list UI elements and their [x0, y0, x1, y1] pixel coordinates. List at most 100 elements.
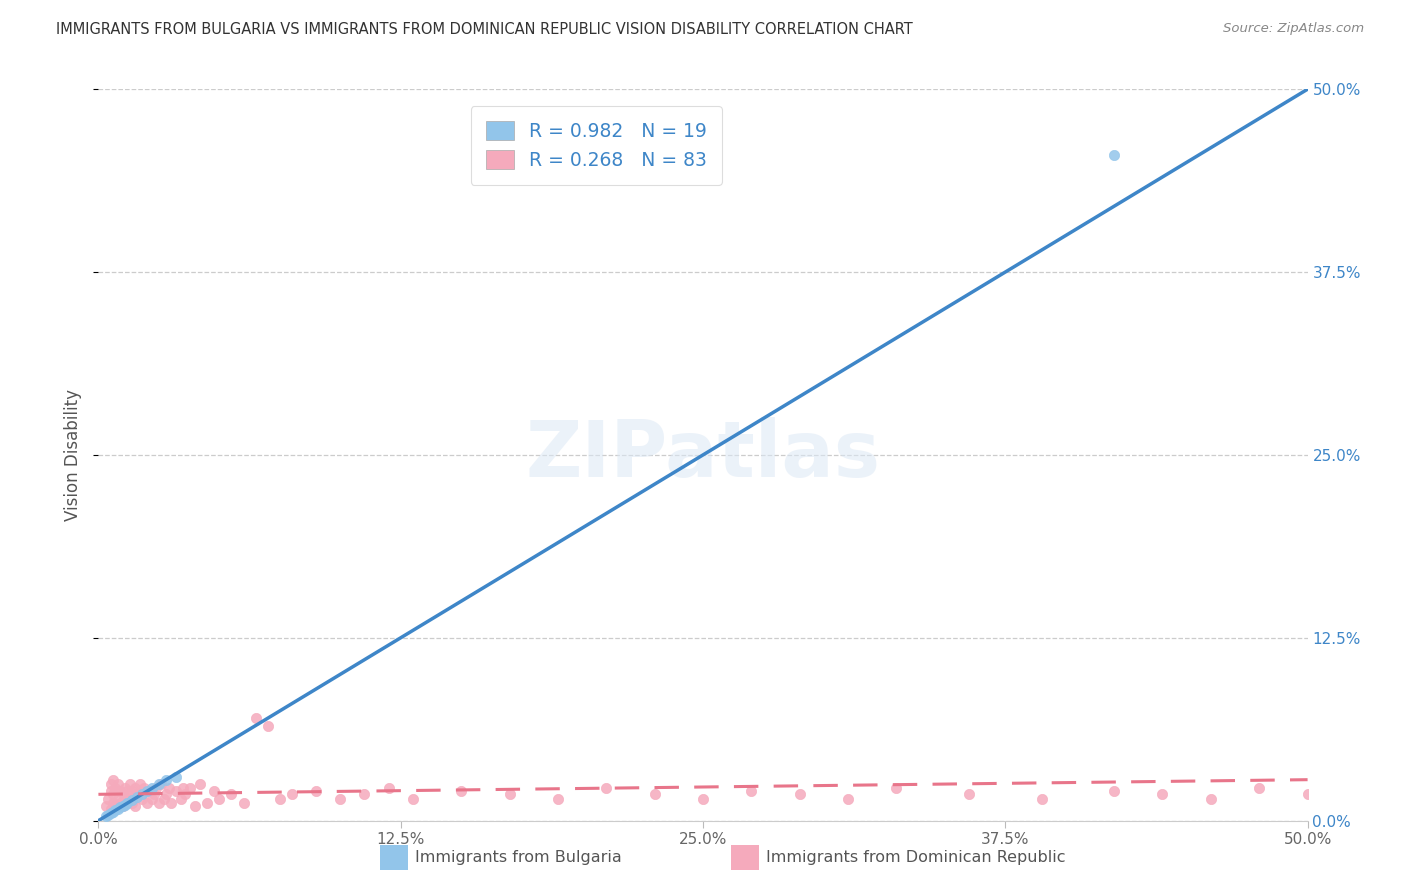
Point: [134, 781, 156, 796]
Point: [104, 799, 127, 814]
Point: [245, 711, 267, 725]
Point: [692, 791, 714, 805]
Point: [353, 787, 375, 801]
Point: [108, 800, 131, 814]
Text: ZIPatlas: ZIPatlas: [526, 417, 880, 493]
Point: [117, 796, 139, 810]
Point: [837, 791, 859, 805]
Text: Source: ZipAtlas.com: Source: ZipAtlas.com: [1223, 22, 1364, 36]
Point: [1344, 791, 1367, 805]
Point: [100, 802, 122, 816]
Point: [204, 784, 226, 798]
Text: Immigrants from Bulgaria: Immigrants from Bulgaria: [415, 850, 621, 864]
Point: [148, 777, 170, 791]
Point: [111, 787, 134, 801]
Point: [1031, 791, 1053, 805]
Point: [121, 796, 143, 810]
Point: [111, 799, 134, 814]
Point: [128, 777, 150, 791]
Point: [117, 784, 139, 798]
Point: [108, 796, 131, 810]
Point: [188, 777, 211, 791]
Point: [118, 791, 141, 805]
Point: [152, 791, 174, 805]
Point: [1296, 787, 1319, 801]
Point: [107, 791, 129, 805]
Point: [789, 787, 811, 801]
Point: [281, 787, 304, 801]
Point: [155, 787, 177, 801]
Point: [957, 787, 980, 801]
Point: [155, 772, 177, 787]
Point: [1152, 787, 1174, 801]
Point: [1102, 148, 1125, 162]
Point: [131, 787, 153, 801]
Point: [108, 784, 131, 798]
Point: [498, 787, 520, 801]
Point: [121, 793, 143, 807]
Point: [143, 787, 166, 801]
Point: [104, 804, 127, 818]
Point: [135, 796, 157, 810]
Point: [547, 791, 569, 805]
Point: [118, 777, 141, 791]
Point: [101, 805, 124, 819]
Point: [740, 784, 762, 798]
Point: [256, 718, 278, 732]
Point: [107, 802, 129, 816]
Point: [402, 791, 425, 805]
Point: [174, 787, 197, 801]
Point: [1102, 784, 1125, 798]
Point: [195, 796, 218, 810]
Point: [94, 809, 117, 823]
Point: [157, 781, 180, 796]
Point: [97, 807, 120, 822]
Point: [160, 796, 183, 810]
Point: [100, 806, 122, 821]
Point: [101, 772, 124, 787]
Point: [184, 799, 207, 814]
Point: [329, 791, 352, 805]
Point: [101, 787, 124, 801]
Point: [377, 781, 399, 796]
Point: [221, 787, 243, 801]
Point: [141, 781, 163, 796]
Point: [114, 797, 136, 812]
Point: [114, 791, 136, 805]
Point: [131, 791, 153, 805]
Point: [97, 791, 120, 805]
Point: [169, 791, 191, 805]
Point: [305, 784, 328, 798]
Point: [121, 784, 143, 798]
Point: [1199, 791, 1222, 805]
Point: [172, 781, 194, 796]
Point: [135, 784, 157, 798]
Point: [150, 777, 173, 791]
Point: [124, 781, 146, 796]
Point: [145, 781, 167, 796]
Y-axis label: Vision Disability: Vision Disability: [65, 389, 83, 521]
Text: IMMIGRANTS FROM BULGARIA VS IMMIGRANTS FROM DOMINICAN REPUBLIC VISION DISABILITY: IMMIGRANTS FROM BULGARIA VS IMMIGRANTS F…: [56, 22, 912, 37]
Point: [127, 787, 149, 801]
Point: [208, 791, 231, 805]
Point: [104, 781, 127, 796]
Point: [886, 781, 908, 796]
Point: [101, 796, 124, 810]
Point: [124, 799, 146, 814]
Point: [138, 784, 160, 798]
Point: [165, 784, 187, 798]
Point: [595, 781, 617, 796]
Point: [111, 799, 134, 814]
Point: [114, 781, 136, 796]
Text: Immigrants from Dominican Republic: Immigrants from Dominican Republic: [766, 850, 1066, 864]
Point: [100, 777, 122, 791]
Point: [1249, 781, 1271, 796]
Point: [179, 781, 201, 796]
Point: [269, 791, 291, 805]
Point: [644, 787, 666, 801]
Legend: R = 0.982   N = 19, R = 0.268   N = 83: R = 0.982 N = 19, R = 0.268 N = 83: [471, 106, 721, 186]
Point: [107, 777, 129, 791]
Point: [165, 770, 187, 784]
Point: [141, 791, 163, 805]
Point: [100, 784, 122, 798]
